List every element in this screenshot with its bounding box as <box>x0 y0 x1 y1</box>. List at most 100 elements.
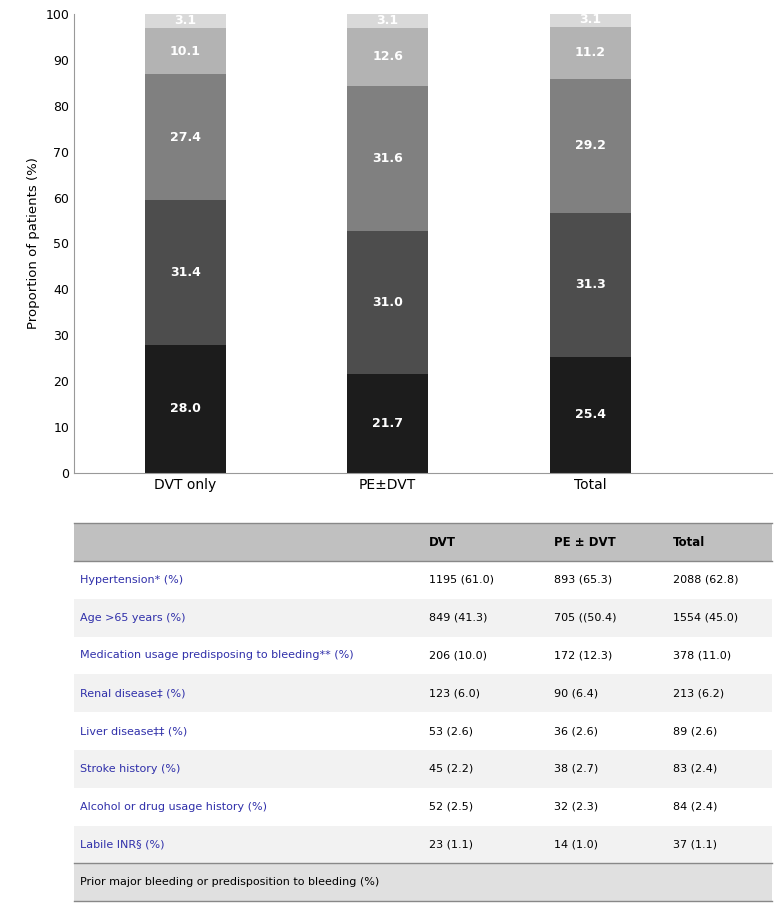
Text: 849 (41.3): 849 (41.3) <box>429 613 487 623</box>
Bar <box>347 373 428 473</box>
Bar <box>668 637 772 674</box>
Bar <box>423 674 549 712</box>
Text: 31.0: 31.0 <box>372 296 403 308</box>
Text: 1554 (45.0): 1554 (45.0) <box>673 613 738 623</box>
Bar <box>668 864 772 901</box>
Y-axis label: Proportion of patients (%): Proportion of patients (%) <box>27 157 40 329</box>
Text: 31.6: 31.6 <box>372 152 403 165</box>
Bar <box>423 825 549 864</box>
Bar <box>549 864 668 901</box>
Bar <box>74 864 423 901</box>
Bar <box>550 357 630 473</box>
Bar <box>145 345 226 473</box>
Text: Labile INR§ (%): Labile INR§ (%) <box>80 840 164 849</box>
Bar <box>74 825 423 864</box>
Text: Liver disease‡‡ (%): Liver disease‡‡ (%) <box>80 727 187 736</box>
Bar <box>668 523 772 561</box>
Text: 45 (2.2): 45 (2.2) <box>429 764 473 774</box>
Bar <box>74 523 423 561</box>
Bar <box>549 712 668 750</box>
Text: 11.2: 11.2 <box>575 47 605 59</box>
Text: Alcohol or drug usage history (%): Alcohol or drug usage history (%) <box>80 802 267 812</box>
Text: PE ± DVT: PE ± DVT <box>555 535 616 549</box>
Bar <box>423 864 549 901</box>
Bar <box>74 561 423 598</box>
Bar <box>145 74 226 200</box>
Text: 378 (11.0): 378 (11.0) <box>673 651 731 661</box>
Text: 52 (2.5): 52 (2.5) <box>429 802 473 812</box>
Bar <box>549 788 668 825</box>
Bar <box>549 598 668 637</box>
Text: 1195 (61.0): 1195 (61.0) <box>429 575 494 585</box>
Bar <box>668 788 772 825</box>
Text: 28.0: 28.0 <box>170 403 200 415</box>
Bar <box>550 13 630 27</box>
Text: 14 (1.0): 14 (1.0) <box>555 840 598 849</box>
Text: 3.1: 3.1 <box>377 15 399 27</box>
Bar <box>550 212 630 357</box>
Bar <box>423 750 549 788</box>
Text: Stroke history (%): Stroke history (%) <box>80 764 180 774</box>
Text: 25.4: 25.4 <box>575 408 605 422</box>
Text: 172 (12.3): 172 (12.3) <box>555 651 612 661</box>
Text: 705 ((50.4): 705 ((50.4) <box>555 613 617 623</box>
Bar <box>550 79 630 212</box>
Text: 206 (10.0): 206 (10.0) <box>429 651 487 661</box>
Bar <box>549 523 668 561</box>
Bar <box>668 750 772 788</box>
Bar <box>74 637 423 674</box>
Bar <box>549 674 668 712</box>
Text: 31.4: 31.4 <box>170 266 200 279</box>
Bar <box>549 825 668 864</box>
Bar <box>74 598 423 637</box>
Bar <box>668 712 772 750</box>
Bar <box>145 200 226 345</box>
Bar <box>74 788 423 825</box>
Text: 36 (2.6): 36 (2.6) <box>555 727 598 736</box>
Text: 31.3: 31.3 <box>575 278 605 291</box>
Bar <box>549 750 668 788</box>
Bar <box>549 561 668 598</box>
Bar <box>74 750 423 788</box>
Bar <box>423 598 549 637</box>
Text: 38 (2.7): 38 (2.7) <box>555 764 598 774</box>
Bar <box>550 27 630 79</box>
Bar <box>668 674 772 712</box>
Text: Renal disease‡ (%): Renal disease‡ (%) <box>80 688 185 698</box>
Text: DVT: DVT <box>429 535 456 549</box>
Text: 89 (2.6): 89 (2.6) <box>673 727 718 736</box>
Text: 84 (2.4): 84 (2.4) <box>673 802 718 812</box>
Text: Hypertension* (%): Hypertension* (%) <box>80 575 183 585</box>
Text: 23 (1.1): 23 (1.1) <box>429 840 473 849</box>
Text: 90 (6.4): 90 (6.4) <box>555 688 598 698</box>
Bar <box>668 825 772 864</box>
Text: 27.4: 27.4 <box>170 131 201 144</box>
Bar <box>347 28 428 86</box>
Text: 3.1: 3.1 <box>174 15 197 27</box>
Text: 123 (6.0): 123 (6.0) <box>429 688 480 698</box>
Bar <box>145 14 226 28</box>
Bar <box>668 598 772 637</box>
Text: 10.1: 10.1 <box>170 45 201 58</box>
Text: Age >65 years (%): Age >65 years (%) <box>80 613 185 623</box>
Text: 213 (6.2): 213 (6.2) <box>673 688 724 698</box>
Text: Total: Total <box>673 535 705 549</box>
Text: 83 (2.4): 83 (2.4) <box>673 764 718 774</box>
Text: 12.6: 12.6 <box>372 50 403 63</box>
Text: Medication usage predisposing to bleeding** (%): Medication usage predisposing to bleedin… <box>80 651 353 661</box>
Text: Prior major bleeding or predisposition to bleeding (%): Prior major bleeding or predisposition t… <box>80 877 379 888</box>
Bar <box>74 674 423 712</box>
Bar <box>423 561 549 598</box>
Bar <box>347 86 428 231</box>
Text: 893 (65.3): 893 (65.3) <box>555 575 612 585</box>
Bar <box>423 788 549 825</box>
Text: 32 (2.3): 32 (2.3) <box>555 802 598 812</box>
Text: 2088 (62.8): 2088 (62.8) <box>673 575 739 585</box>
Bar <box>549 637 668 674</box>
Bar <box>347 14 428 28</box>
Bar <box>423 637 549 674</box>
Text: 21.7: 21.7 <box>372 417 403 430</box>
Bar <box>74 712 423 750</box>
Bar <box>423 523 549 561</box>
Text: 37 (1.1): 37 (1.1) <box>673 840 717 849</box>
